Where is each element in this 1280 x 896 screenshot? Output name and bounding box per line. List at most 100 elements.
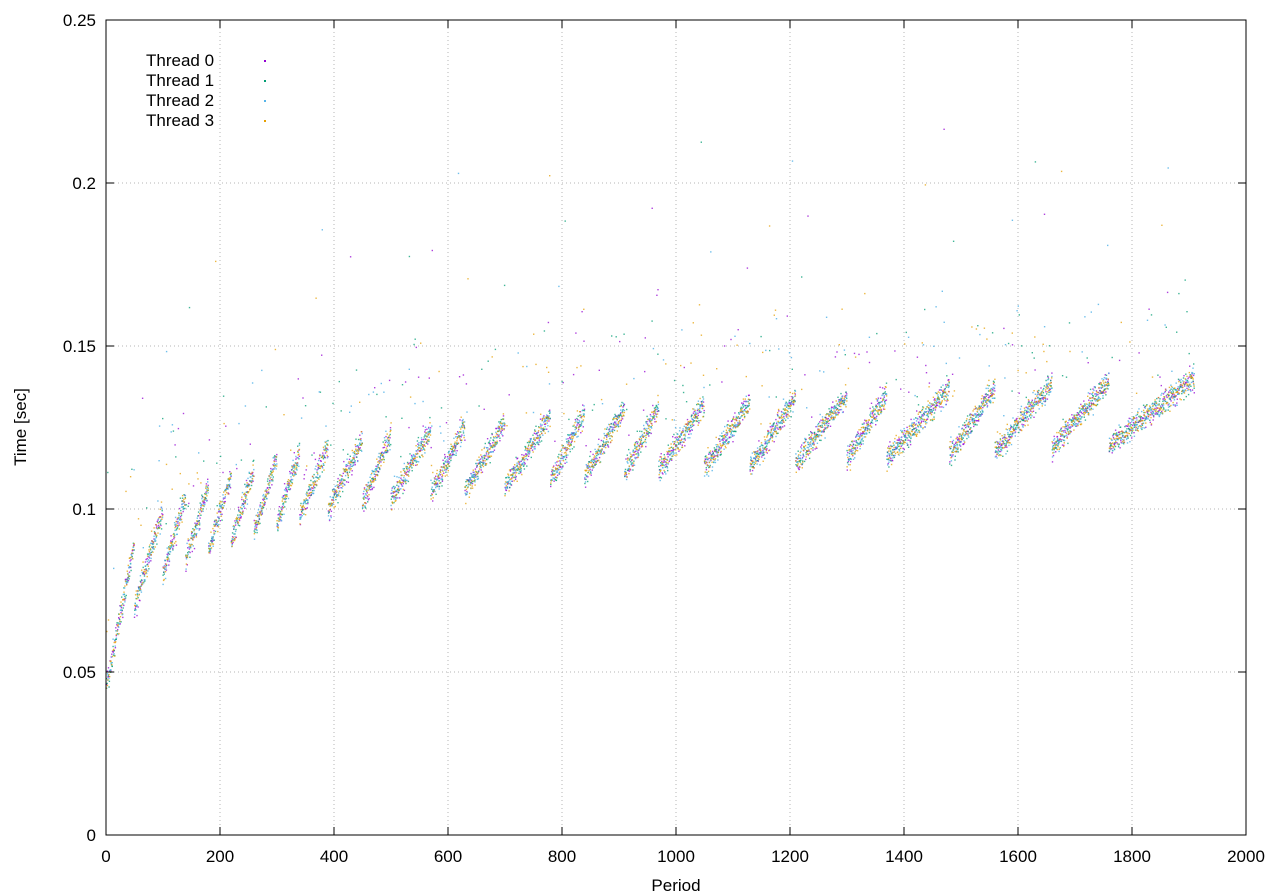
data-point [128,565,131,568]
data-point [565,454,567,457]
data-point [778,417,781,419]
data-point [1158,403,1160,405]
data-point [819,439,821,441]
data-point [1092,394,1094,397]
data-point [394,496,396,499]
data-point [727,437,729,440]
data-point [1128,428,1131,430]
data-point [759,446,761,448]
data-point [679,427,681,429]
data-point [1157,374,1159,376]
data-point [859,434,862,436]
data-point [217,511,220,513]
data-point [336,494,338,497]
data-point [127,576,130,578]
data-point [641,443,643,446]
data-point [1051,461,1054,463]
data-point [354,454,357,456]
data-point [266,491,268,494]
data-point [198,520,200,522]
data-point [504,483,506,485]
data-point [304,405,307,407]
data-point [208,550,210,553]
data-point [731,420,733,422]
data-point [815,435,817,437]
data-point [405,467,408,470]
data-point [891,460,894,462]
data-point [481,471,484,473]
data-point [1107,381,1109,383]
data-point [540,425,542,427]
data-point [623,333,625,335]
data-point [735,430,737,433]
data-point [112,638,114,640]
data-point [256,531,258,534]
data-point [433,489,435,491]
data-point [242,503,244,505]
data-point [790,410,792,412]
data-point [982,397,985,399]
data-point [1162,407,1165,409]
data-point [187,551,189,554]
data-point [952,240,955,242]
data-point [553,480,555,482]
data-point [302,509,304,511]
data-point [543,330,546,332]
data-point [1175,389,1177,391]
data-point [125,581,127,584]
data-point [984,393,987,395]
data-point [705,458,708,460]
data-point [471,482,474,485]
data-point [487,360,489,362]
data-point [335,498,337,501]
data-point [999,438,1002,440]
data-point [926,418,928,421]
data-point [327,456,329,458]
data-point [503,284,506,287]
data-point [869,423,872,425]
data-point [1077,417,1079,419]
data-point [769,349,771,352]
data-point [414,456,416,458]
data-point [114,647,117,649]
data-point [514,466,516,469]
data-point [464,439,466,441]
data-point [788,402,790,404]
data-point [827,425,830,427]
data-point [700,411,703,413]
data-point [629,458,631,460]
data-point [1004,446,1006,448]
data-point [228,493,230,495]
data-point [1167,409,1169,411]
data-point [112,651,114,653]
data-point [1034,369,1036,371]
data-point [362,503,364,506]
data-point [913,422,915,424]
data-point [786,404,788,406]
data-point [645,422,648,425]
data-point [890,457,892,459]
data-point [1088,403,1091,405]
data-point [456,433,458,435]
data-point [754,452,756,454]
data-point [758,453,760,455]
data-point [665,462,668,465]
data-point [221,519,223,521]
data-point [783,413,786,415]
data-point [417,446,419,448]
data-point [687,422,689,424]
data-point [1134,417,1136,420]
data-point [715,449,717,452]
data-point [707,458,709,460]
data-point [805,452,807,454]
data-point [1116,434,1118,437]
data-point [453,444,456,447]
data-point [1009,436,1011,438]
data-point [207,484,209,487]
data-point [750,457,753,459]
data-point [350,460,352,462]
data-point [186,564,188,566]
data-point [393,501,395,504]
data-point [895,378,897,381]
data-point [175,544,178,546]
